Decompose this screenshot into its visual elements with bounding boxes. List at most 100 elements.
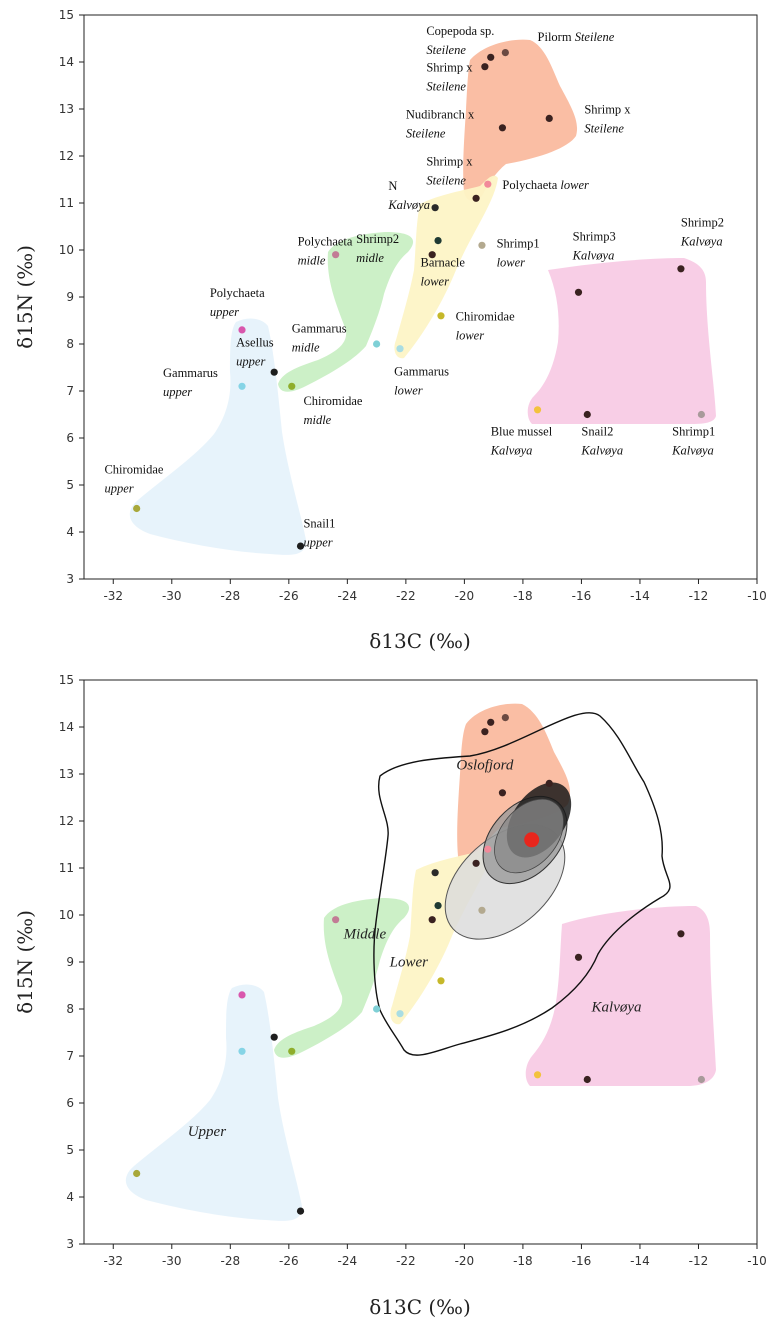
annotation-site: midle bbox=[303, 413, 331, 427]
outline-envelope bbox=[373, 712, 671, 1056]
annotation-site: Steilene bbox=[426, 173, 466, 187]
polygon-group-top bbox=[129, 39, 716, 555]
annotation-taxon: Snail2 bbox=[581, 425, 613, 439]
y-tick-label: 13 bbox=[59, 767, 74, 781]
annotation-line: Chiromidae bbox=[104, 462, 163, 476]
annotation-snail1: Snail1 upper bbox=[303, 516, 335, 549]
annotation-shrimp2-midle: Shrimp2 midle bbox=[356, 232, 399, 265]
data-point bbox=[238, 991, 246, 999]
annotation-taxon: Asellus bbox=[236, 335, 274, 349]
y-tick-label: 15 bbox=[59, 673, 74, 687]
x-tick-label: -24 bbox=[338, 1254, 358, 1268]
annotation-asellus: Asellus upper bbox=[236, 335, 274, 368]
annotation-line: Blue mussel bbox=[491, 425, 553, 439]
data-point bbox=[481, 728, 489, 736]
x-tick-label: -20 bbox=[455, 1254, 475, 1268]
annotation-taxon: Gammarus bbox=[292, 321, 347, 335]
annotation-site: lower bbox=[497, 256, 526, 270]
data-point bbox=[487, 718, 495, 726]
y-tick-label: 8 bbox=[66, 1002, 74, 1016]
data-point bbox=[296, 542, 305, 550]
annotation-shrimp2-kalvoya: Shrimp2 Kalvøya bbox=[680, 216, 724, 249]
y-axis-label-bottom: δ15N (‰) bbox=[13, 910, 37, 1014]
annotation-line: Nudibranch x bbox=[406, 107, 475, 121]
annotation-site: Kalvøya bbox=[680, 235, 723, 249]
annotation-site: upper bbox=[163, 385, 192, 399]
annotation-line: Steilene bbox=[406, 126, 446, 140]
upper-polygon bbox=[125, 984, 302, 1221]
annotation-line: Shrimp x bbox=[426, 154, 473, 168]
x-tick-label: -26 bbox=[279, 1254, 299, 1268]
data-point bbox=[332, 251, 340, 259]
annotation-line: upper bbox=[163, 385, 192, 399]
data-point bbox=[434, 237, 442, 245]
data-point bbox=[533, 406, 542, 414]
annotation-site: lower bbox=[560, 178, 589, 192]
annotation-line: upper bbox=[104, 481, 133, 495]
y-tick-label: 4 bbox=[66, 1190, 74, 1204]
annotation-taxon: Chiromidae bbox=[104, 462, 163, 476]
annotation-site: midle bbox=[292, 340, 320, 354]
data-point bbox=[677, 930, 685, 938]
annotation-gammarus-lower: Gammarus lower bbox=[394, 364, 449, 397]
y-tick-label: 7 bbox=[66, 1049, 74, 1063]
annotation-line: midle bbox=[356, 251, 384, 265]
x-tick-label: -32 bbox=[103, 1254, 123, 1268]
annotation-chiromidae-lower: Chiromidae lower bbox=[456, 310, 515, 343]
data-point bbox=[332, 916, 340, 924]
data-point bbox=[437, 312, 445, 320]
x-tick-label: -18 bbox=[513, 589, 533, 603]
upper-polygon bbox=[129, 318, 306, 555]
data-point bbox=[501, 714, 509, 722]
data-point bbox=[431, 204, 439, 212]
annotation-site: upper bbox=[104, 481, 133, 495]
annotation-site: lower bbox=[394, 383, 423, 397]
x-tick-label: -10 bbox=[747, 1254, 767, 1268]
annotation-line: Kalvøya bbox=[680, 235, 723, 249]
y-tick-label: 12 bbox=[59, 149, 74, 163]
x-tick-label: -30 bbox=[162, 589, 182, 603]
annotation-line: midle bbox=[298, 253, 326, 267]
data-point bbox=[583, 410, 591, 419]
annotation-site: Steilene bbox=[584, 122, 624, 136]
data-point bbox=[396, 345, 404, 353]
annotation-line: Chiromidae bbox=[303, 394, 362, 408]
annotation-line: midle bbox=[292, 340, 320, 354]
annotation-taxon: Copepoda sp. bbox=[426, 24, 494, 38]
axes-bottom: -32 -30 -28 -26 -24 -22 -20 -18 -16 -14 -12 -10 3 4 5 6… bbox=[59, 673, 767, 1268]
x-axis-label-bottom: δ13C (‰) bbox=[369, 1295, 471, 1319]
data-point bbox=[373, 1005, 381, 1013]
annotation-site: upper bbox=[303, 535, 332, 549]
annotation-line: Kalvøya bbox=[490, 444, 533, 458]
x-tick-label: -12 bbox=[689, 1254, 709, 1268]
annotation-shrimpx-c: Shrimp x Steilene bbox=[426, 154, 473, 187]
annotation-copepoda: Copepoda sp. Steilene bbox=[426, 24, 494, 57]
x-tick-label: -26 bbox=[279, 589, 299, 603]
annotation-site: Kalvøya bbox=[580, 444, 623, 458]
annotation-polychaeta-upper: Polychaeta upper bbox=[210, 286, 265, 319]
data-point bbox=[133, 1169, 141, 1178]
annotation-site: midle bbox=[298, 253, 326, 267]
annotation-site: Steilene bbox=[575, 30, 615, 44]
annotation-taxon: Polychaeta bbox=[502, 178, 560, 192]
data-point bbox=[545, 114, 553, 122]
annotation-site: upper bbox=[210, 305, 239, 319]
annotation-line: Steilene bbox=[584, 122, 624, 136]
y-tick-label: 9 bbox=[66, 955, 74, 969]
region-label: Middle bbox=[343, 927, 387, 943]
annotation-gammarus-upper: Gammarus upper bbox=[163, 366, 218, 399]
kalvoya-polygon bbox=[527, 258, 716, 424]
annotation-line: Shrimp2 bbox=[681, 216, 724, 230]
region-label: Lower bbox=[389, 955, 429, 971]
annotation-barnacle: Barnacle lower bbox=[421, 255, 466, 288]
annotation-line: lower bbox=[394, 383, 423, 397]
y-tick-label: 7 bbox=[66, 384, 74, 398]
annotation-taxon: Shrimp2 bbox=[356, 232, 399, 246]
annotation-line: Kalvøya bbox=[580, 444, 623, 458]
annotation-line: Snail1 bbox=[303, 516, 335, 530]
annotation-n-kalvoya: N Kalvøya bbox=[387, 179, 430, 212]
annotation-line: Gammarus bbox=[163, 366, 218, 380]
lower-polygon bbox=[394, 175, 498, 359]
annotation-site: Kalvøya bbox=[572, 249, 615, 263]
